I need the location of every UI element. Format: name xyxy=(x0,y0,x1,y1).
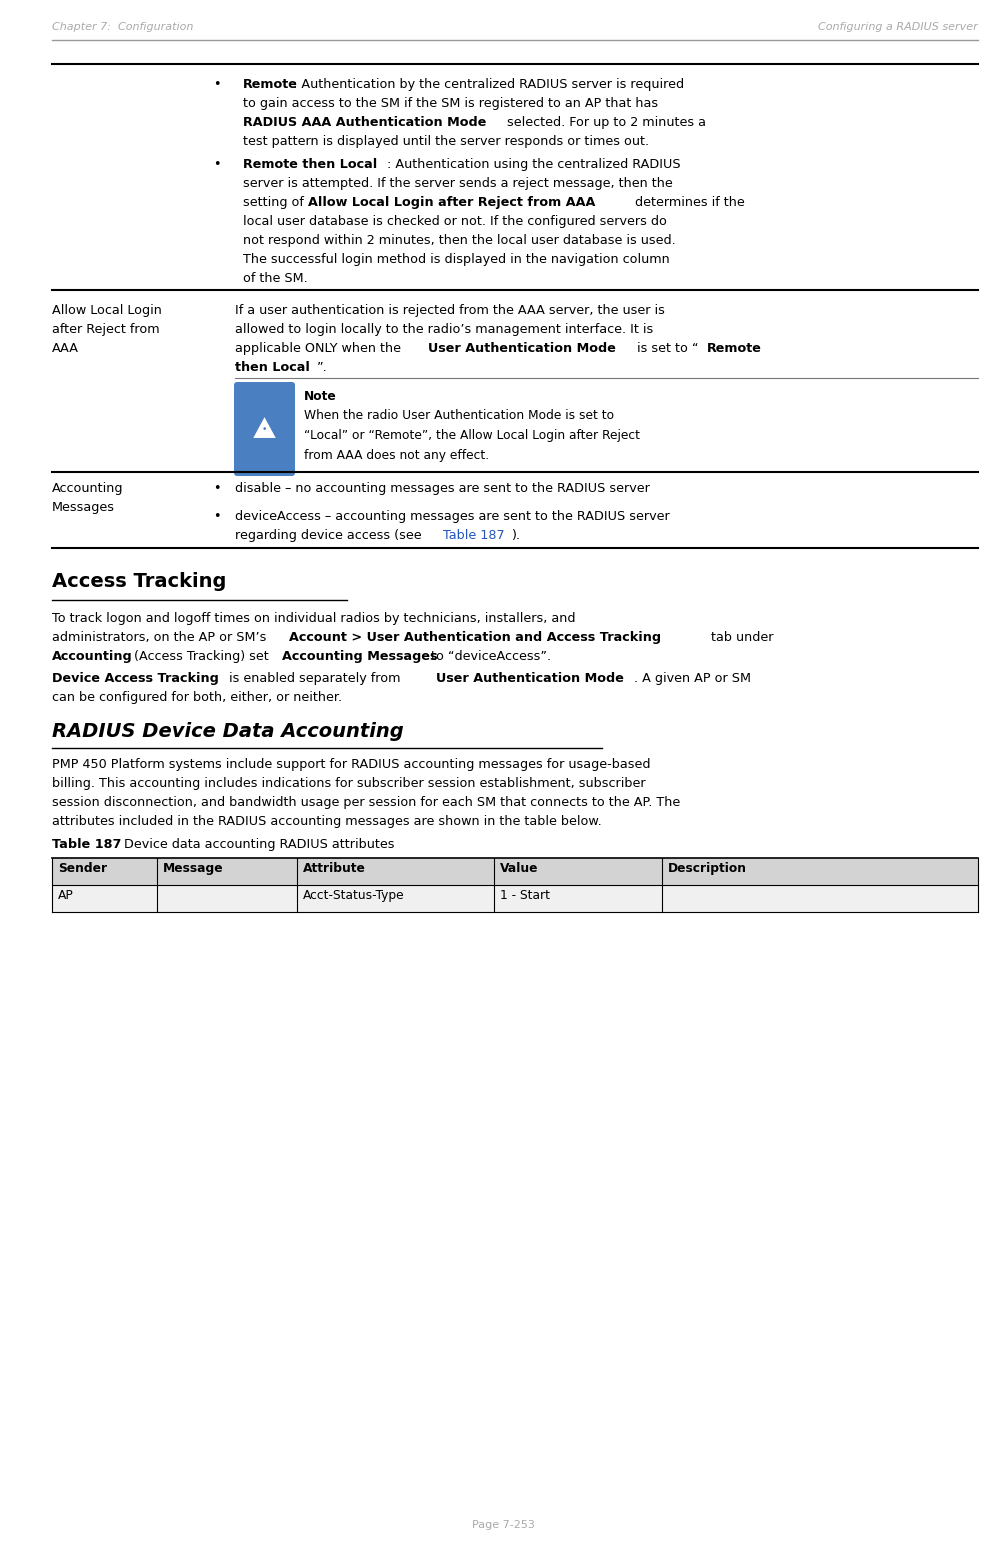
Text: Device data accounting RADIUS attributes: Device data accounting RADIUS attributes xyxy=(120,838,394,851)
Text: ).: ). xyxy=(511,529,520,543)
Text: Device Access Tracking: Device Access Tracking xyxy=(52,672,219,686)
Text: Allow Local Login after Reject from AAA: Allow Local Login after Reject from AAA xyxy=(308,196,596,208)
Text: selected. For up to 2 minutes a: selected. For up to 2 minutes a xyxy=(503,117,706,129)
Text: (Access Tracking) set: (Access Tracking) set xyxy=(130,650,273,662)
Text: regarding device access (see: regarding device access (see xyxy=(235,529,426,543)
Text: Remote then Local: Remote then Local xyxy=(243,159,377,171)
Text: to “deviceAccess”.: to “deviceAccess”. xyxy=(427,650,551,662)
Text: Chapter 7:  Configuration: Chapter 7: Configuration xyxy=(52,22,193,33)
Text: Configuring a RADIUS server: Configuring a RADIUS server xyxy=(818,22,978,33)
FancyBboxPatch shape xyxy=(52,885,978,911)
Text: test pattern is displayed until the server responds or times out.: test pattern is displayed until the serv… xyxy=(243,135,649,148)
Text: from AAA does not any effect.: from AAA does not any effect. xyxy=(304,449,489,462)
Text: deviceAccess – accounting messages are sent to the RADIUS server: deviceAccess – accounting messages are s… xyxy=(235,510,670,522)
Text: •: • xyxy=(213,159,220,171)
Text: . A given AP or SM: . A given AP or SM xyxy=(634,672,751,686)
Text: Sender: Sender xyxy=(58,861,107,875)
Text: Table 187: Table 187 xyxy=(443,529,505,543)
Text: Allow Local Login: Allow Local Login xyxy=(52,303,162,317)
Text: Accounting: Accounting xyxy=(52,650,133,662)
Text: not respond within 2 minutes, then the local user database is used.: not respond within 2 minutes, then the l… xyxy=(243,233,676,247)
Text: “Local” or “Remote”, the Allow Local Login after Reject: “Local” or “Remote”, the Allow Local Log… xyxy=(304,429,640,442)
Text: Accounting Messages: Accounting Messages xyxy=(282,650,438,662)
Text: can be configured for both, either, or neither.: can be configured for both, either, or n… xyxy=(52,690,342,704)
Text: attributes included in the RADIUS accounting messages are shown in the table bel: attributes included in the RADIUS accoun… xyxy=(52,815,602,827)
Text: Message: Message xyxy=(163,861,223,875)
Text: determines if the: determines if the xyxy=(631,196,744,208)
FancyBboxPatch shape xyxy=(52,858,978,885)
Text: PMP 450 Platform systems include support for RADIUS accounting messages for usag: PMP 450 Platform systems include support… xyxy=(52,757,651,771)
Text: AAA: AAA xyxy=(52,342,79,355)
Text: Value: Value xyxy=(500,861,538,875)
Text: The successful login method is displayed in the navigation column: The successful login method is displayed… xyxy=(243,253,670,266)
Text: To track logon and logoff times on individual radios by technicians, installers,: To track logon and logoff times on indiv… xyxy=(52,613,575,625)
Text: Description: Description xyxy=(668,861,747,875)
Text: RADIUS AAA Authentication Mode: RADIUS AAA Authentication Mode xyxy=(243,117,486,129)
FancyBboxPatch shape xyxy=(234,383,295,476)
Text: Access Tracking: Access Tracking xyxy=(52,572,226,591)
Text: •: • xyxy=(262,426,268,434)
Text: 1 - Start: 1 - Start xyxy=(500,889,550,902)
Text: Account > User Authentication and Access Tracking: Account > User Authentication and Access… xyxy=(289,631,661,644)
Text: after Reject from: after Reject from xyxy=(52,323,160,336)
Text: of the SM.: of the SM. xyxy=(243,272,308,285)
Text: Messages: Messages xyxy=(52,501,115,515)
Text: ”.: ”. xyxy=(317,361,328,375)
Text: setting of: setting of xyxy=(243,196,308,208)
Text: Page 7-253: Page 7-253 xyxy=(472,1519,534,1530)
Text: Attribute: Attribute xyxy=(303,861,366,875)
Text: tab under: tab under xyxy=(707,631,774,644)
Text: disable – no accounting messages are sent to the RADIUS server: disable – no accounting messages are sen… xyxy=(235,482,650,494)
Text: Remote: Remote xyxy=(707,342,762,355)
Text: Note: Note xyxy=(304,390,337,403)
Text: : Authentication by the centralized RADIUS server is required: : Authentication by the centralized RADI… xyxy=(293,78,684,92)
Text: then Local: then Local xyxy=(235,361,310,375)
Text: is enabled separately from: is enabled separately from xyxy=(225,672,404,686)
Text: : Authentication using the centralized RADIUS: : Authentication using the centralized R… xyxy=(387,159,681,171)
Text: is set to “: is set to “ xyxy=(633,342,698,355)
Text: Acct-Status-Type: Acct-Status-Type xyxy=(303,889,404,902)
Text: RADIUS Device Data Accounting: RADIUS Device Data Accounting xyxy=(52,722,403,742)
Text: allowed to login locally to the radio’s management interface. It is: allowed to login locally to the radio’s … xyxy=(235,323,653,336)
Polygon shape xyxy=(252,415,278,439)
Text: billing. This accounting includes indications for subscriber session establishme: billing. This accounting includes indica… xyxy=(52,778,646,790)
Text: local user database is checked or not. If the configured servers do: local user database is checked or not. I… xyxy=(243,215,667,229)
Text: Accounting: Accounting xyxy=(52,482,124,494)
Text: server is attempted. If the server sends a reject message, then the: server is attempted. If the server sends… xyxy=(243,177,673,190)
Text: Table 187: Table 187 xyxy=(52,838,122,851)
Text: User Authentication Mode: User Authentication Mode xyxy=(428,342,616,355)
Text: to gain access to the SM if the SM is registered to an AP that has: to gain access to the SM if the SM is re… xyxy=(243,96,658,110)
Text: AP: AP xyxy=(58,889,73,902)
Text: session disconnection, and bandwidth usage per session for each SM that connects: session disconnection, and bandwidth usa… xyxy=(52,796,680,809)
Text: Remote: Remote xyxy=(243,78,298,92)
Text: •: • xyxy=(213,78,220,92)
Text: If a user authentication is rejected from the AAA server, the user is: If a user authentication is rejected fro… xyxy=(235,303,665,317)
Text: •: • xyxy=(213,510,220,522)
Text: User Authentication Mode: User Authentication Mode xyxy=(436,672,624,686)
Text: applicable ONLY when the: applicable ONLY when the xyxy=(235,342,405,355)
Text: •: • xyxy=(213,482,220,494)
Text: administrators, on the AP or SM’s: administrators, on the AP or SM’s xyxy=(52,631,271,644)
Text: When the radio User Authentication Mode is set to: When the radio User Authentication Mode … xyxy=(304,409,614,421)
